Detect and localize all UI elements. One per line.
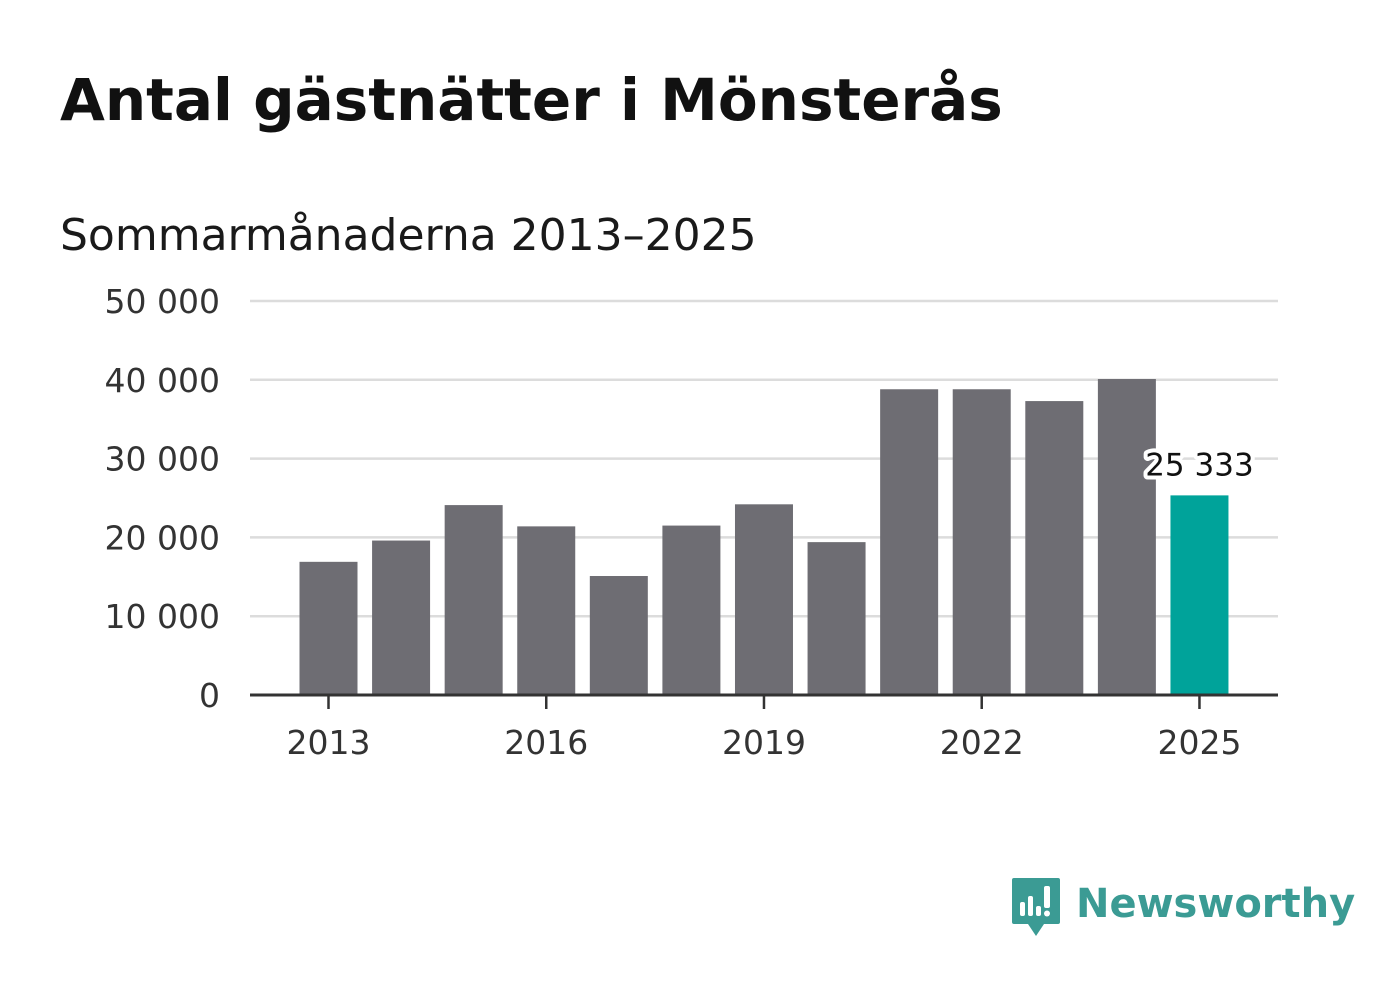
bar-2022 <box>952 389 1011 695</box>
bar-2023 <box>1025 401 1084 695</box>
bars <box>299 379 1229 695</box>
brand-logo: Newsworthy <box>1010 876 1355 940</box>
x-tick-label: 2025 <box>1157 723 1241 762</box>
data-label-2025: 25 333 <box>1145 447 1253 483</box>
bar-2019 <box>734 504 793 695</box>
chart-subtitle: Sommarmånaderna 2013–2025 <box>60 210 757 261</box>
bar-2018 <box>662 525 721 695</box>
x-tick-label: 2013 <box>287 723 371 762</box>
chart-title: Antal gästnätter i Mönsterås <box>60 66 1003 134</box>
data-label-halo: 25 333 <box>1145 447 1253 483</box>
y-tick-label: 20 000 <box>105 518 220 557</box>
bar-2017 <box>589 576 648 695</box>
bar-2020 <box>807 542 866 695</box>
x-tick-label: 2022 <box>940 723 1024 762</box>
bar-2015 <box>444 505 503 695</box>
y-tick-label: 10 000 <box>105 597 220 636</box>
x-tick-label: 2019 <box>722 723 806 762</box>
bar-2013 <box>299 561 358 695</box>
bar-2025 <box>1170 495 1229 695</box>
y-tick-label: 40 000 <box>105 361 220 400</box>
bar-2021 <box>880 389 939 695</box>
y-tick-label: 0 <box>199 676 220 715</box>
axes <box>250 693 1278 709</box>
brand-name: Newsworthy <box>1076 881 1356 927</box>
bar-2016 <box>517 526 576 695</box>
y-tick-label: 30 000 <box>105 440 220 479</box>
bar-2024 <box>1097 379 1156 695</box>
newsworthy-logo-icon <box>1012 878 1060 936</box>
y-tick-label: 50 000 <box>105 282 220 321</box>
labels: 0 10 000 20 000 30 000 40 000 50 000 2013 2016 2… <box>105 282 1258 762</box>
bar-2014 <box>372 540 431 695</box>
x-tick-label: 2016 <box>504 723 588 762</box>
